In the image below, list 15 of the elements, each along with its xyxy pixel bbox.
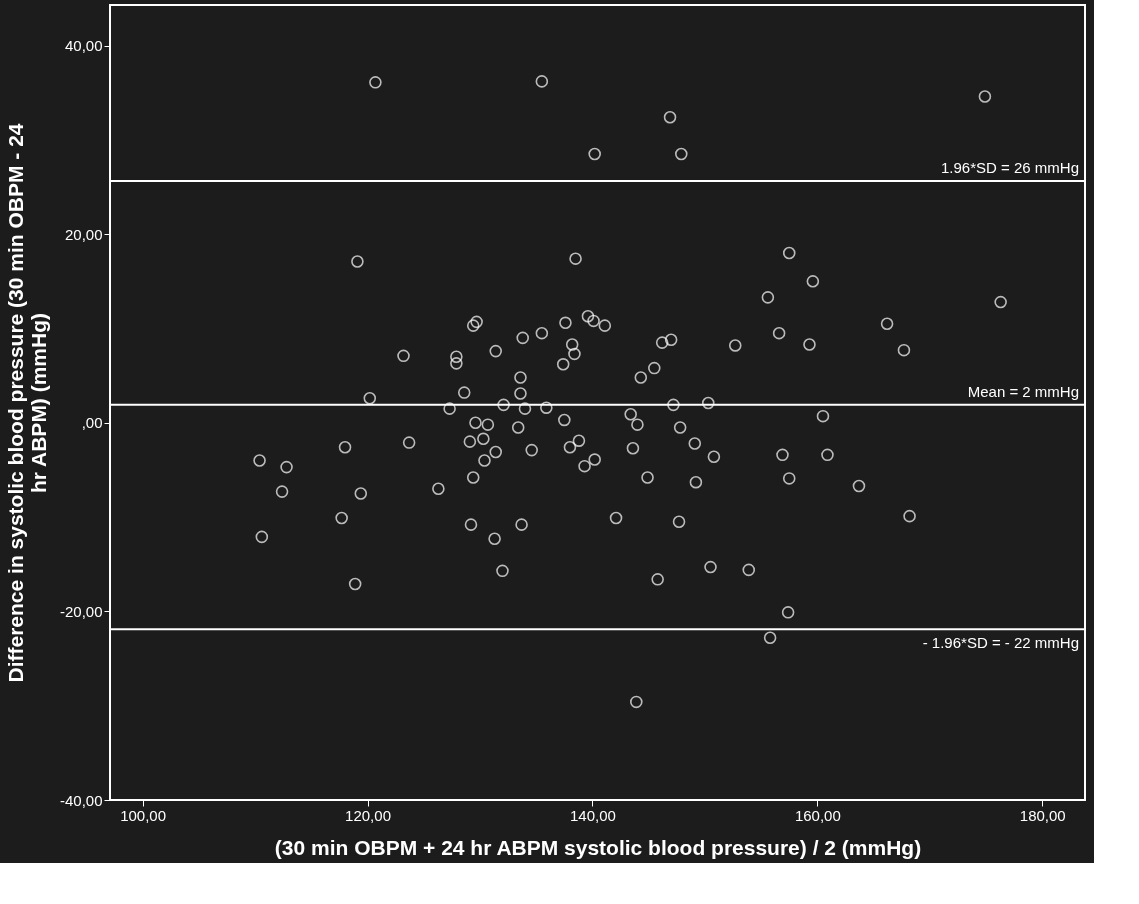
x-tick-label: 180,00 [1019,806,1066,824]
ref-line-label: Mean = 2 mmHg [967,382,1079,400]
y-tick-label: ,00 [81,414,103,432]
x-axis-title: (30 min OBPM + 24 hr ABPM systolic blood pressure) / 2 (mmHg) [274,835,922,859]
ref-line-label: 1.96*SD = 26 mmHg [941,158,1079,176]
x-tick-label: 140,00 [569,806,616,824]
x-tick-label: 160,00 [794,806,841,824]
y-tick-label: 20,00 [64,225,103,243]
y-tick-label: 40,00 [64,37,103,55]
x-tick-label: 100,00 [120,806,167,824]
y-tick-label: -40,00 [59,791,103,809]
x-tick-label: 120,00 [345,806,391,824]
y-axis-title: Difference in systolic blood pressure (30 min OBPM - 24 hr ABPM) (mmHg) [3,123,50,683]
ref-line-label: - 1.96*SD = - 22 mmHg [922,634,1079,652]
y-tick-label: -20,00 [59,602,103,620]
